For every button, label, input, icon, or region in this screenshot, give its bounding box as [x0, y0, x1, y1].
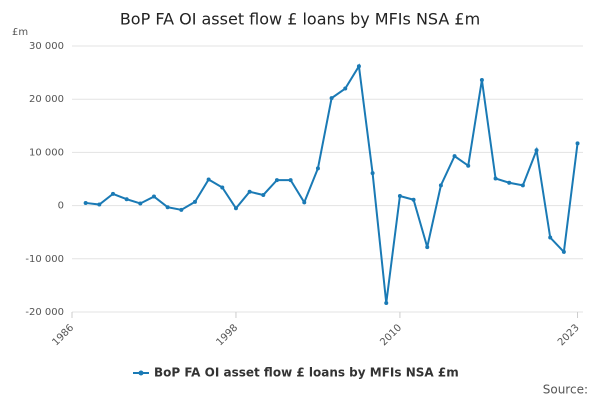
- point: [343, 86, 348, 91]
- point: [110, 191, 115, 196]
- chart-title: BoP FA OI asset flow £ loans by MFIs NSA…: [120, 10, 480, 29]
- y-tick-label: 0: [58, 201, 64, 212]
- point: [302, 200, 307, 205]
- y-tick-label: 30 000: [29, 41, 64, 52]
- point: [206, 177, 211, 182]
- point: [493, 176, 498, 181]
- point: [438, 183, 443, 188]
- point: [575, 141, 580, 146]
- legend-label: BoP FA OI asset flow £ loans by MFIs NSA…: [154, 366, 459, 380]
- series-line: [85, 63, 579, 304]
- y-unit: £m: [12, 27, 28, 38]
- point: [83, 200, 88, 205]
- point: [329, 96, 334, 101]
- point: [452, 154, 457, 159]
- x-tick-label: 1986: [50, 322, 76, 348]
- point: [397, 194, 402, 199]
- point: [261, 192, 266, 197]
- x-tick-label: 2010: [378, 322, 404, 348]
- point: [138, 201, 143, 206]
- point: [534, 148, 539, 153]
- point: [220, 185, 225, 190]
- point: [179, 207, 184, 212]
- y-tick-label: 10 000: [29, 147, 64, 158]
- point: [288, 178, 293, 183]
- point: [425, 245, 430, 250]
- point: [370, 171, 375, 176]
- point: [274, 178, 279, 183]
- legend-marker: [138, 370, 144, 376]
- point: [356, 64, 361, 69]
- point: [151, 194, 156, 199]
- point: [411, 197, 416, 202]
- point: [124, 197, 129, 202]
- y-tick-label: -10 000: [25, 254, 64, 265]
- point: [561, 249, 566, 254]
- point: [507, 180, 512, 185]
- point: [192, 199, 197, 204]
- point: [233, 206, 238, 211]
- x-tick-label: 1998: [214, 322, 240, 348]
- point: [384, 300, 389, 305]
- point: [97, 202, 102, 207]
- point: [466, 163, 471, 168]
- point: [548, 235, 553, 240]
- point: [165, 205, 170, 210]
- point: [520, 183, 525, 188]
- x-tick-label: 2023: [556, 322, 582, 348]
- point: [479, 78, 484, 83]
- point: [315, 166, 320, 171]
- point: [247, 189, 252, 194]
- source: Source:: [543, 383, 588, 397]
- y-tick-label: -20 000: [25, 307, 64, 318]
- y-tick-label: 20 000: [29, 94, 64, 105]
